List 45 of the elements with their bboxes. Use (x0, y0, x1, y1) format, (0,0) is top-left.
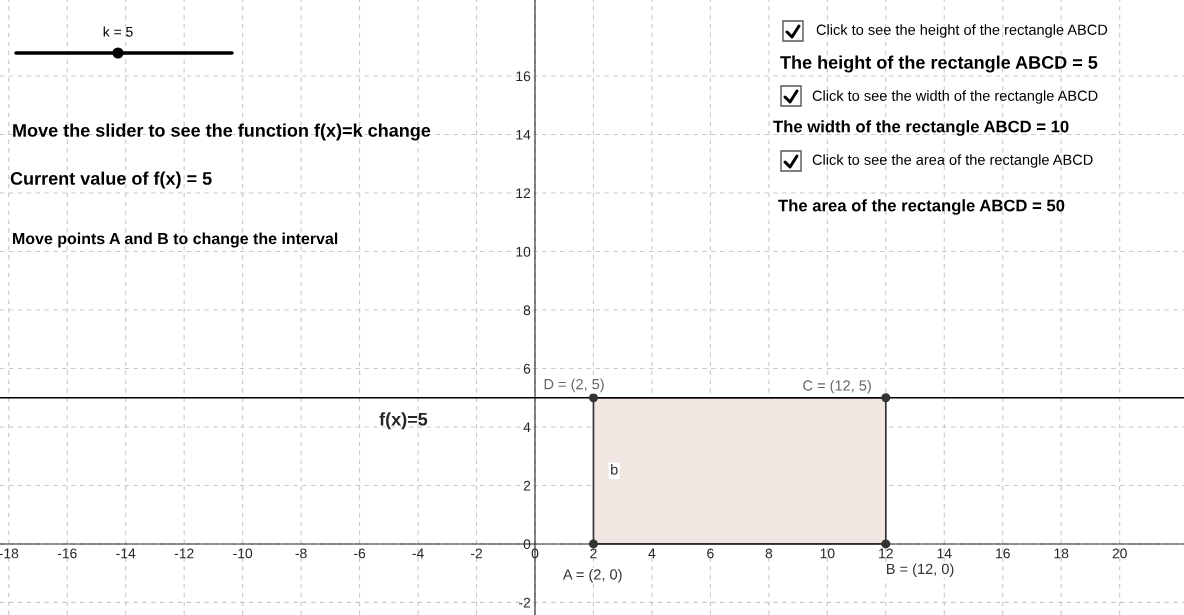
y-tick-label: -2 (519, 597, 531, 608)
annotation: Click to see the height of the rectangle ABCD (816, 24, 1108, 38)
x-tick-label: 2 (590, 548, 597, 559)
x-tick-label: 14 (937, 548, 952, 559)
x-tick-label: 4 (648, 548, 656, 559)
y-tick-label: 14 (516, 130, 531, 140)
x-tick-label: -4 (412, 548, 424, 559)
y-tick-label: 10 (516, 246, 531, 257)
x-tick-label: -10 (233, 548, 253, 559)
y-tick-label: 6 (523, 363, 531, 374)
annotation: B = (12, 0) (887, 563, 954, 577)
x-tick-label: -12 (174, 548, 194, 559)
x-tick-label: 16 (996, 548, 1010, 559)
x-tick-label: 6 (707, 548, 714, 559)
annotation: A = (2, 0) (562, 568, 622, 583)
y-tick-label: 4 (523, 422, 531, 432)
annotation: Click to see the width of the rectangle ABCD (812, 90, 1098, 104)
x-tick-label: 12 (879, 548, 893, 559)
annotation: Current value of f(x) = 5 (10, 171, 212, 189)
x-tick-label: -18 (0, 548, 19, 559)
y-tick-label: 12 (516, 188, 531, 199)
series-label: f(x)=5 (379, 412, 428, 430)
x-tick-label: 20 (1112, 548, 1127, 559)
x-tick-label: -14 (116, 548, 136, 559)
annotation: The area of the rectangle ABCD = 50 (778, 199, 1065, 215)
annotation: b (611, 464, 618, 475)
x-tick-label: 8 (765, 548, 773, 559)
x-tick-label: -16 (57, 548, 77, 559)
annotation: Click to see the area of the rectangle ABCD (812, 154, 1093, 168)
annotation: C = (12, 5) (803, 379, 871, 394)
x-tick-label: -6 (354, 548, 366, 559)
annotation: Move the slider to see the function f(x)=k change (13, 123, 431, 141)
annotation: D = (2, 5) (544, 378, 604, 393)
annotation: Move points A and B to change the interval (13, 232, 338, 248)
x-tick-label: 18 (1054, 548, 1069, 559)
y-tick-label: 8 (523, 305, 531, 316)
annotation: The height of the rectangle ABCD = 5 (780, 55, 1098, 73)
annotation: The width of the rectangle ABCD = 10 (773, 120, 1069, 136)
x-tick-label: -2 (470, 548, 482, 559)
x-tick-label: 10 (820, 548, 835, 559)
y-tick-label: 2 (523, 480, 531, 491)
y-tick-label: 0 (523, 539, 531, 550)
annotation: k = 5 (103, 26, 133, 37)
x-tick-label: -8 (295, 548, 307, 559)
y-tick-label: 16 (516, 71, 531, 82)
